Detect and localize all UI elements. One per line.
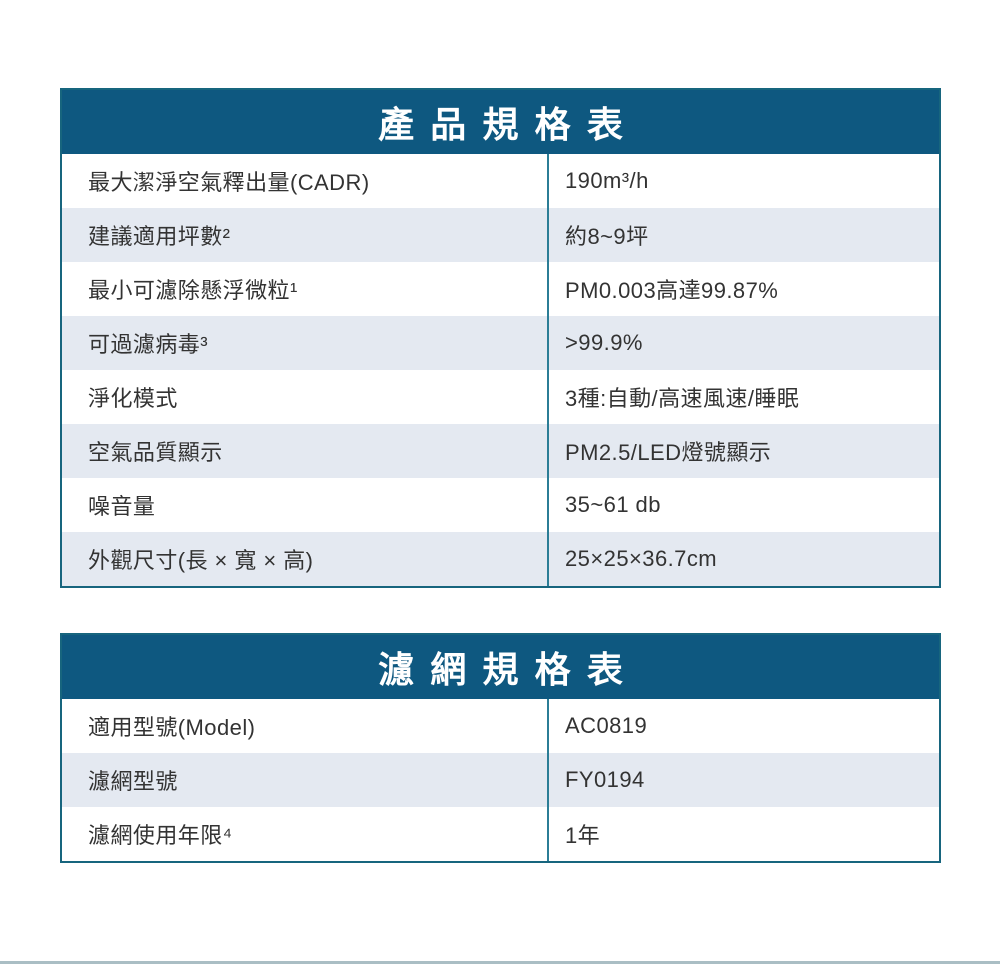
spec-label: 可過濾病毒³	[88, 332, 208, 357]
spec-row-virus-filter: 可過濾病毒³ >99.9%	[62, 316, 939, 370]
spec-row-min-particle: 最小可濾除懸浮微粒¹ PM0.003高達99.87%	[62, 262, 939, 316]
spec-row-coverage: 建議適用坪數² 約8~9坪	[62, 208, 939, 262]
product-spec-table: 產品規格表 最大潔淨空氣釋出量(CADR) 190m³/h 建議適用坪數² 約8…	[60, 88, 941, 588]
filter-spec-table-title: 濾網規格表	[62, 635, 939, 699]
filter-spec-rows: 適用型號(Model) AC0819 濾網型號 FY0194 濾網使用年限⁴ 1…	[62, 699, 939, 861]
spec-value: 190m³/h	[547, 154, 939, 208]
spec-label: 建議適用坪數²	[88, 224, 231, 249]
spec-row-noise: 噪音量 35~61 db	[62, 478, 939, 532]
spec-row-air-quality-display: 空氣品質顯示 PM2.5/LED燈號顯示	[62, 424, 939, 478]
spec-label: 濾網使用年限⁴	[88, 823, 233, 848]
spec-row-filter-lifespan: 濾網使用年限⁴ 1年	[62, 807, 939, 861]
spec-value: 1年	[547, 807, 939, 861]
spec-row-purify-modes: 淨化模式 3種:自動/高速風速/睡眠	[62, 370, 939, 424]
spec-label: 噪音量	[88, 494, 156, 519]
spec-row-cadr: 最大潔淨空氣釋出量(CADR) 190m³/h	[62, 154, 939, 208]
spec-value: FY0194	[547, 753, 939, 807]
spec-row-dimensions: 外觀尺寸(長 × 寬 × 高) 25×25×36.7cm	[62, 532, 939, 586]
spec-value: 35~61 db	[547, 478, 939, 532]
spec-label: 濾網型號	[88, 769, 178, 794]
spec-value: >99.9%	[547, 316, 939, 370]
product-spec-rows: 最大潔淨空氣釋出量(CADR) 190m³/h 建議適用坪數² 約8~9坪 最小…	[62, 154, 939, 586]
spec-row-filter-model: 濾網型號 FY0194	[62, 753, 939, 807]
spec-value: PM0.003高達99.87%	[547, 262, 939, 316]
product-spec-table-title: 產品規格表	[62, 90, 939, 154]
spec-value: 25×25×36.7cm	[547, 532, 939, 586]
spec-label: 適用型號(Model)	[88, 715, 256, 740]
filter-spec-table: 濾網規格表 適用型號(Model) AC0819 濾網型號 FY0194 濾網使…	[60, 633, 941, 863]
spec-value: AC0819	[547, 699, 939, 753]
spec-value: PM2.5/LED燈號顯示	[547, 424, 939, 478]
bottom-section-edge	[0, 961, 1000, 964]
spec-label: 最小可濾除懸浮微粒¹	[88, 278, 298, 303]
spec-label: 淨化模式	[88, 386, 178, 411]
spec-row-model: 適用型號(Model) AC0819	[62, 699, 939, 753]
spec-label: 外觀尺寸(長 × 寬 × 高)	[88, 548, 314, 573]
spec-value: 3種:自動/高速風速/睡眠	[547, 370, 939, 424]
spec-label: 空氣品質顯示	[88, 440, 223, 465]
spec-label: 最大潔淨空氣釋出量(CADR)	[88, 170, 370, 195]
spec-value: 約8~9坪	[547, 208, 939, 262]
